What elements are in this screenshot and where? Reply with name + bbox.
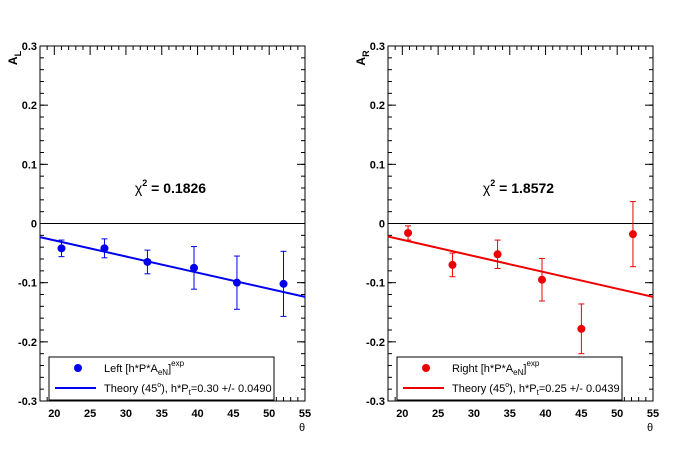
y-tick-label: 0: [31, 219, 37, 231]
chi2-symbol: χ: [135, 180, 143, 196]
x-tick-label: 30: [120, 408, 132, 420]
legend-points-tail: ]: [168, 363, 171, 375]
x-tick-label: 50: [611, 408, 623, 420]
legend-theory-tail2: =0.25 +/- 0.0439: [539, 383, 620, 395]
legend-theory-tail: ), h*P: [161, 383, 189, 395]
y-tick-label: -0.3: [18, 396, 37, 408]
y-tick-label: 0.1: [22, 159, 37, 171]
data-point: [493, 250, 502, 259]
y-tick-label: 0: [379, 219, 385, 231]
data-point: [279, 279, 288, 288]
theory-line: [387, 235, 654, 298]
data-point: [404, 228, 413, 237]
legend-marker-points: [74, 364, 82, 372]
legend-theory-sub: t: [189, 388, 192, 397]
legend-box: [48, 356, 275, 401]
y-axis-label-main: A: [6, 56, 20, 65]
x-tick-label: 50: [263, 408, 275, 420]
x-tick-label: 55: [647, 408, 659, 420]
legend-points-sup: exp: [171, 359, 184, 368]
data-point: [577, 324, 586, 333]
chi2-superscript: 2: [490, 178, 495, 188]
y-tick-label: -0.1: [366, 278, 385, 290]
data-point: [57, 244, 66, 253]
data-point: [100, 244, 109, 253]
legend-label-points: Right [h*P*AeN]exp: [452, 359, 540, 377]
legend-points-sub: eN: [513, 368, 523, 377]
data-point: [628, 230, 637, 239]
data-point: [143, 257, 152, 266]
legend-theory-name: Theory (45: [104, 383, 157, 395]
legend-points-sup: exp: [526, 359, 539, 368]
x-tick-label: 25: [84, 408, 96, 420]
data-point: [448, 260, 457, 269]
x-tick-label: 30: [468, 408, 480, 420]
theory-line: [39, 236, 306, 298]
y-axis-label-sub: R: [361, 50, 371, 57]
y-axis-label-sub: L: [13, 50, 23, 56]
legend-points-sub: eN: [158, 368, 168, 377]
data-point: [232, 278, 241, 287]
chi2-value: = 0.1826: [147, 180, 206, 196]
y-tick-label: 0.2: [22, 100, 37, 112]
legend-theory-sub: t: [537, 388, 540, 397]
y-axis-label: AL: [6, 50, 23, 65]
chart-panel-2: -0.3-0.2-0.100.10.20.320 25 30 35 40 45 50 55AR…: [354, 41, 659, 434]
y-tick-label: 0.1: [370, 159, 385, 171]
x-tick-label: 40: [539, 408, 551, 420]
legend-marker-points: [422, 364, 430, 372]
x-axis-label: θ: [647, 422, 653, 434]
x-tick-label: 35: [504, 408, 516, 420]
x-tick-label: 40: [191, 408, 203, 420]
x-tick-label: 35: [156, 408, 168, 420]
legend-label-points: Left [h*P*AeN]exp: [104, 359, 185, 377]
y-tick-label: -0.2: [366, 337, 385, 349]
x-axis-label: θ: [299, 422, 305, 434]
chi2-symbol: χ: [483, 180, 491, 196]
x-tick-label: 45: [227, 408, 239, 420]
legend-points-name: Right [h*P*A: [452, 363, 514, 375]
x-tick-label: 55: [299, 408, 311, 420]
data-point: [537, 275, 546, 284]
legend-theory-tail: ), h*P: [509, 383, 537, 395]
legend-box: [396, 356, 623, 401]
x-tick-label: 25: [432, 408, 444, 420]
y-tick-label: -0.3: [366, 396, 385, 408]
chi2-value: = 1.8572: [495, 180, 554, 196]
y-tick-label: -0.2: [18, 337, 37, 349]
chi2-annotation: χ2 = 1.8572: [483, 178, 554, 196]
chi2-superscript: 2: [142, 178, 147, 188]
y-tick-label: 0.2: [370, 100, 385, 112]
y-tick-label: 0.3: [370, 41, 385, 53]
legend-theory-sup: o: [157, 382, 161, 389]
legend-theory-name: Theory (45: [452, 383, 505, 395]
data-point: [189, 263, 198, 272]
x-tick-label: 20: [48, 408, 60, 420]
y-axis-label: AR: [354, 50, 371, 66]
legend-points-name: Left [h*P*A: [104, 363, 158, 375]
chart-panel-1: -0.3-0.2-0.100.10.20.320 25 30 35 40 45 50 55AL…: [6, 41, 311, 434]
y-tick-label: 0.3: [22, 41, 37, 53]
legend-label-theory: Theory (45o), h*Pt=0.30 +/- 0.0490: [104, 382, 272, 397]
y-tick-label: -0.1: [18, 278, 37, 290]
legend-theory-tail2: =0.30 +/- 0.0490: [191, 383, 272, 395]
legend-theory-sup: o: [505, 382, 509, 389]
x-tick-label: 20: [396, 408, 408, 420]
chi2-annotation: χ2 = 0.1826: [135, 178, 206, 196]
legend-points-tail: ]: [523, 363, 526, 375]
legend-label-theory: Theory (45o), h*Pt=0.25 +/- 0.0439: [452, 382, 620, 397]
x-tick-label: 45: [575, 408, 587, 420]
y-axis-label-main: A: [354, 57, 368, 66]
